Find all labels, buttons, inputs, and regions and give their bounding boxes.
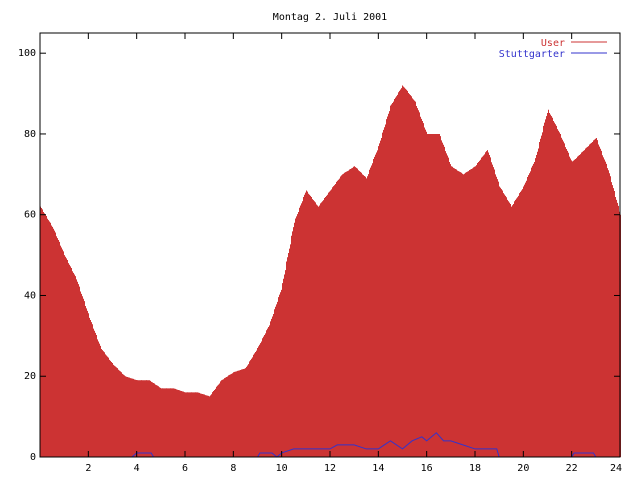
y-tick-label: 60 [24, 210, 36, 221]
y-tick-label: 0 [30, 452, 36, 463]
x-tick-label: 6 [182, 463, 188, 474]
legend: User Stuttgarter [499, 38, 607, 60]
y-axis: 0 20 40 60 80 100 [18, 48, 620, 463]
chart-title: Montag 2. Juli 2001 [273, 12, 387, 23]
stuttgarter-series-line [40, 432, 620, 458]
x-tick-label: 10 [276, 463, 288, 474]
x-tick-label: 4 [134, 463, 140, 474]
x-tick-label: 16 [421, 463, 433, 474]
x-tick-label: 18 [469, 463, 481, 474]
user-series-bars [40, 85, 621, 457]
x-tick-label: 12 [324, 463, 336, 474]
x-tick-label: 8 [230, 463, 236, 474]
x-tick-label: 22 [566, 463, 578, 474]
y-tick-label: 20 [24, 371, 36, 382]
x-tick-label: 20 [517, 463, 529, 474]
x-tick-label: 2 [85, 463, 91, 474]
y-tick-label: 40 [24, 290, 36, 301]
y-tick-label: 100 [18, 48, 36, 59]
stuttgarter-line [40, 432, 620, 458]
x-axis: 2 4 6 8 10 12 14 16 18 20 22 24 [85, 33, 622, 474]
legend-label-stuttgarter: Stuttgarter [499, 49, 565, 60]
x-tick-label: 14 [372, 463, 384, 474]
legend-label-user: User [541, 38, 565, 49]
y-tick-label: 80 [24, 129, 36, 140]
x-tick-label: 24 [610, 463, 622, 474]
